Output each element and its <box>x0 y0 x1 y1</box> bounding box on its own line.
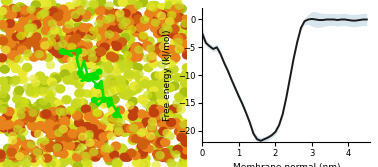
Circle shape <box>77 70 83 75</box>
Circle shape <box>91 98 97 103</box>
Circle shape <box>86 76 91 81</box>
Y-axis label: Free energy (kJ/mol): Free energy (kJ/mol) <box>163 29 172 121</box>
Circle shape <box>101 97 107 102</box>
Circle shape <box>93 75 99 80</box>
Circle shape <box>76 49 82 54</box>
Circle shape <box>107 101 113 106</box>
Circle shape <box>107 97 112 102</box>
Circle shape <box>87 76 93 81</box>
Circle shape <box>61 50 67 55</box>
Circle shape <box>96 69 102 74</box>
Circle shape <box>101 97 107 102</box>
Circle shape <box>59 49 65 54</box>
Circle shape <box>94 84 100 89</box>
X-axis label: Membrane normal (nm): Membrane normal (nm) <box>232 163 340 167</box>
Circle shape <box>113 113 118 118</box>
